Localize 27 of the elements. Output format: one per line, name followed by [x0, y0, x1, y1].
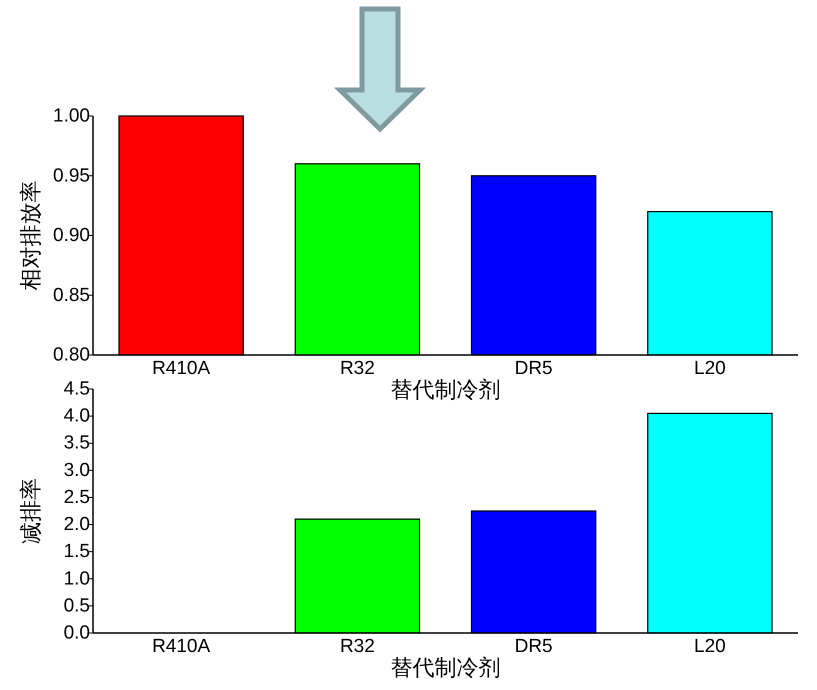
y-tick-label: 0.85: [53, 284, 90, 306]
x-tick-label: L20: [694, 358, 726, 379]
y-axis-title: 减排率: [18, 478, 43, 544]
y-tick-label: 4.5: [64, 378, 90, 400]
y-tick-label: 1.5: [64, 541, 90, 562]
x-tick-label: R32: [340, 636, 375, 657]
y-tick-label: 0.0: [64, 622, 90, 644]
y-tick-label: 0.80: [53, 344, 90, 366]
y-tick-label: 2.5: [64, 486, 90, 508]
x-tick-label: R410A: [152, 636, 210, 657]
y-tick-label: 1.0: [64, 568, 90, 590]
y-tick-label: 0.95: [53, 165, 90, 186]
y-tick-label: 3.0: [64, 460, 90, 481]
x-tick-label: R32: [340, 358, 375, 379]
y-axis-title: 相对排放率: [18, 180, 43, 290]
x-axis-title: 替代制冷剂: [390, 655, 500, 680]
y-tick-label: 0.90: [53, 225, 90, 246]
x-tick-label: DR5: [514, 358, 553, 379]
y-tick-label: 2.0: [64, 514, 90, 536]
x-tick-label: L20: [694, 636, 726, 657]
x-tick-label: DR5: [514, 636, 553, 657]
y-tick-label: 0.5: [64, 595, 90, 616]
x-axis-title: 替代制冷剂: [390, 377, 500, 402]
y-tick-label: 3.5: [64, 432, 90, 454]
x-tick-label: R410A: [152, 358, 210, 379]
y-tick-label: 4.0: [64, 406, 90, 427]
y-tick-label: 1.00: [53, 106, 90, 126]
